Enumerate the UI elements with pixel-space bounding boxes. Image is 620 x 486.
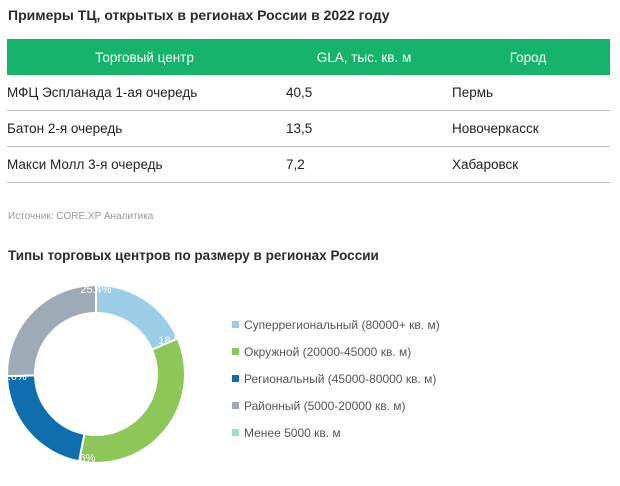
table-row: МФЦ Эспланада 1-ая очередь 40,5 Пермь [7, 75, 610, 111]
table-header-row: Торговый центр GLA, тыс. кв. м Город [7, 39, 610, 75]
column-header-gla: GLA, тыс. кв. м [282, 39, 446, 75]
column-header-mall: Торговый центр [7, 39, 282, 75]
mall-name-cell: Батон 2-я очередь [7, 110, 282, 147]
donut-slice [6, 283, 97, 378]
chart-legend: Суперрегиональный (80000+ кв. м) Окружной… [232, 311, 440, 446]
legend-label: Региональный (45000-80000 кв. м) [244, 371, 437, 386]
donut-slice [6, 374, 86, 463]
donut-slice [77, 337, 186, 464]
legend-item: Суперрегиональный (80000+ кв. м) [232, 311, 440, 338]
legend-swatch [232, 348, 239, 355]
legend-swatch [232, 402, 239, 409]
table-title: Примеры ТЦ, открытых в регионах России в… [8, 7, 390, 23]
legend-label: Суперрегиональный (80000+ кв. м) [244, 317, 440, 332]
table-row: Батон 2-я очередь 13,5 Новочеркасск [7, 110, 610, 147]
column-header-city: Город [446, 39, 610, 75]
mall-name-cell: Макси Молл 3-я очередь [7, 146, 282, 183]
legend-label: Окружной (20000-45000 кв. м) [244, 344, 412, 359]
legend-swatch [232, 321, 239, 328]
city-cell: Новочеркасск [446, 110, 610, 147]
source-note: Источник: CORE.XP Аналитика [8, 211, 154, 222]
table-row: Макси Молл 3-я очередь 7,2 Хабаровск [7, 146, 610, 183]
mall-name-cell: МФЦ Эспланада 1-ая очередь [7, 75, 282, 111]
chart-title: Типы торговых центров по размеру в регио… [8, 248, 379, 263]
legend-item: Окружной (20000-45000 кв. м) [232, 338, 440, 365]
legend-swatch [232, 429, 239, 436]
gla-cell: 40,5 [282, 75, 446, 111]
legend-label: Районный (5000-20000 кв. м) [244, 398, 406, 413]
malls-table: Торговый центр GLA, тыс. кв. м Город МФЦ… [7, 39, 610, 183]
donut-chart: 18.5%34.6%21.6%25.4% [0, 283, 190, 464]
city-cell: Пермь [446, 75, 610, 111]
gla-cell: 13,5 [282, 110, 446, 147]
legend-item: Региональный (45000-80000 кв. м) [232, 365, 440, 392]
legend-swatch [232, 375, 239, 382]
slice-label: 25.4% [80, 284, 111, 296]
legend-item: Районный (5000-20000 кв. м) [232, 392, 440, 419]
legend-label: Менее 5000 кв. м [244, 425, 341, 440]
city-cell: Хабаровск [446, 146, 610, 183]
gla-cell: 7,2 [282, 146, 446, 183]
legend-item: Менее 5000 кв. м [232, 419, 440, 446]
